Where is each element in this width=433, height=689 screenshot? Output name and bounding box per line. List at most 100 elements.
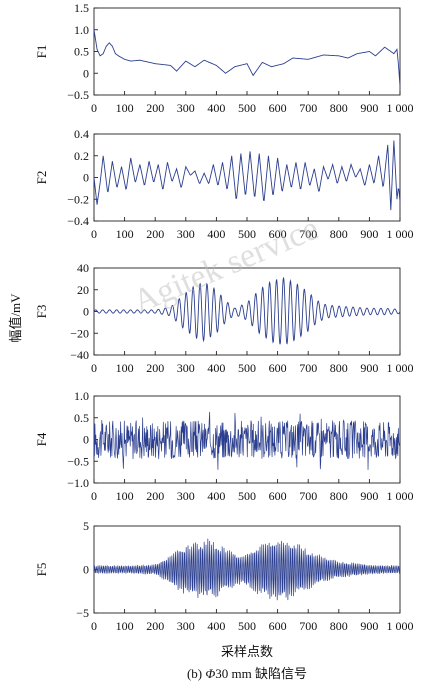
y-tick-label: −0.4 xyxy=(67,214,89,228)
x-tick-label: 100 xyxy=(116,361,134,375)
series-line-f2 xyxy=(93,140,401,211)
y-tick-label: 0 xyxy=(83,171,89,185)
x-tick-label: 1 000 xyxy=(387,101,414,115)
x-tick-label: 700 xyxy=(299,227,317,241)
x-tick-label: 400 xyxy=(207,619,225,633)
x-tick-label: 200 xyxy=(146,361,164,375)
series-line-f1 xyxy=(93,29,401,87)
x-tick-label: 800 xyxy=(330,227,348,241)
x-tick-label: 500 xyxy=(238,489,256,503)
y-tick-label: 40 xyxy=(77,261,89,275)
series-line-f5 xyxy=(93,538,401,601)
x-tick-label: 1 000 xyxy=(387,361,414,375)
y-tick-label: 1.0 xyxy=(74,389,89,403)
x-tick-label: 700 xyxy=(299,361,317,375)
y-tick-label: 0.5 xyxy=(74,411,89,425)
x-tick-label: 0 xyxy=(91,361,97,375)
x-tick-label: 100 xyxy=(116,619,134,633)
x-tick-label: 0 xyxy=(91,101,97,115)
panel-label: F4 xyxy=(34,432,49,446)
x-tick-label: 500 xyxy=(238,227,256,241)
x-tick-label: 400 xyxy=(207,227,225,241)
x-tick-label: 700 xyxy=(299,619,317,633)
y-tick-label: −0.5 xyxy=(67,88,89,102)
y-tick-label: 0.4 xyxy=(74,127,89,141)
panel-label: F5 xyxy=(34,563,49,577)
y-tick-label: 1.5 xyxy=(74,1,89,15)
y-tick-label: 0.5 xyxy=(74,45,89,59)
x-tick-label: 200 xyxy=(146,489,164,503)
series-line-f4 xyxy=(93,411,401,470)
y-tick-label: 0.2 xyxy=(74,149,89,163)
x-tick-label: 300 xyxy=(177,361,195,375)
x-tick-label: 300 xyxy=(177,227,195,241)
x-tick-label: 1 000 xyxy=(387,227,414,241)
x-tick-label: 900 xyxy=(360,101,378,115)
x-tick-label: 200 xyxy=(146,227,164,241)
panel-f2: −0.4 −0.2 0 0.2 0.4 0 100 200 300 400 500 600 700 800… xyxy=(34,127,414,241)
y-tick-label: 1.0 xyxy=(74,23,89,37)
x-tick-label: 600 xyxy=(269,489,287,503)
x-tick-label: 0 xyxy=(91,227,97,241)
panels: −0.500.51.01.50 100 200 300 400 500 600 700 800 9… xyxy=(34,1,414,633)
x-tick-label: 300 xyxy=(177,101,195,115)
x-tick-label: 700 xyxy=(299,489,317,503)
y-tick-label: 0 xyxy=(83,433,89,447)
x-tick-label: 700 xyxy=(299,101,317,115)
y-tick-label: −0.2 xyxy=(67,192,89,206)
panel-f4: −1.0 −0.5 0 0.5 1.0 0 100 200 300 400 500 600 700 800… xyxy=(34,389,414,503)
x-tick-label: 600 xyxy=(269,361,287,375)
x-tick-label: 400 xyxy=(207,361,225,375)
x-tick-label: 100 xyxy=(116,227,134,241)
x-tick-label: 300 xyxy=(177,489,195,503)
x-tick-label: 900 xyxy=(360,361,378,375)
x-tick-label: 500 xyxy=(238,361,256,375)
caption-symbol: Φ xyxy=(205,666,215,681)
panel-label: F2 xyxy=(34,171,49,185)
y-tick-label: −20 xyxy=(70,326,89,340)
panel-f1: −0.500.51.01.50 100 200 300 400 500 600 700 800 9… xyxy=(34,1,414,115)
x-tick-label: 800 xyxy=(330,619,348,633)
y-tick-label: 0 xyxy=(83,305,89,319)
x-tick-label: 100 xyxy=(116,489,134,503)
y-tick-label: 5 xyxy=(83,519,89,533)
x-tick-label: 0 xyxy=(91,489,97,503)
x-tick-label: 800 xyxy=(330,489,348,503)
caption-rest: 30 mm 缺陷信号 xyxy=(215,666,307,681)
y-tick-label: 0 xyxy=(83,563,89,577)
x-tick-label: 0 xyxy=(91,619,97,633)
x-tick-label: 200 xyxy=(146,619,164,633)
x-tick-label: 1 000 xyxy=(387,489,414,503)
y-axis-label: 幅值/mV xyxy=(8,293,23,343)
x-tick-label: 1 000 xyxy=(387,619,414,633)
x-tick-label: 500 xyxy=(238,101,256,115)
y-tick-label: −0.5 xyxy=(67,454,89,468)
x-tick-label: 200 xyxy=(146,101,164,115)
x-tick-label: 900 xyxy=(360,489,378,503)
x-tick-label: 800 xyxy=(330,101,348,115)
x-tick-label: 600 xyxy=(269,101,287,115)
x-tick-label: 400 xyxy=(207,489,225,503)
x-tick-label: 400 xyxy=(207,101,225,115)
caption-prefix: (b) xyxy=(187,666,205,681)
x-tick-label: 900 xyxy=(360,619,378,633)
x-tick-label: 500 xyxy=(238,619,256,633)
y-tick-label: 20 xyxy=(77,283,89,297)
y-tick-label: −40 xyxy=(70,348,89,362)
y-tick-label: 0 xyxy=(83,66,89,80)
panel-label: F3 xyxy=(34,305,49,319)
caption: (b) Φ30 mm 缺陷信号 xyxy=(187,666,307,681)
y-tick-label: −1.0 xyxy=(67,476,89,490)
series-line-f3 xyxy=(93,276,401,345)
x-tick-label: 800 xyxy=(330,361,348,375)
panel-label: F1 xyxy=(34,45,49,59)
x-tick-label: 300 xyxy=(177,619,195,633)
x-tick-label: 900 xyxy=(360,227,378,241)
x-tick-label: 600 xyxy=(269,619,287,633)
y-tick-label: −5 xyxy=(76,606,89,620)
x-axis-label: 采样点数 xyxy=(221,644,273,659)
plot-frame xyxy=(93,7,401,96)
